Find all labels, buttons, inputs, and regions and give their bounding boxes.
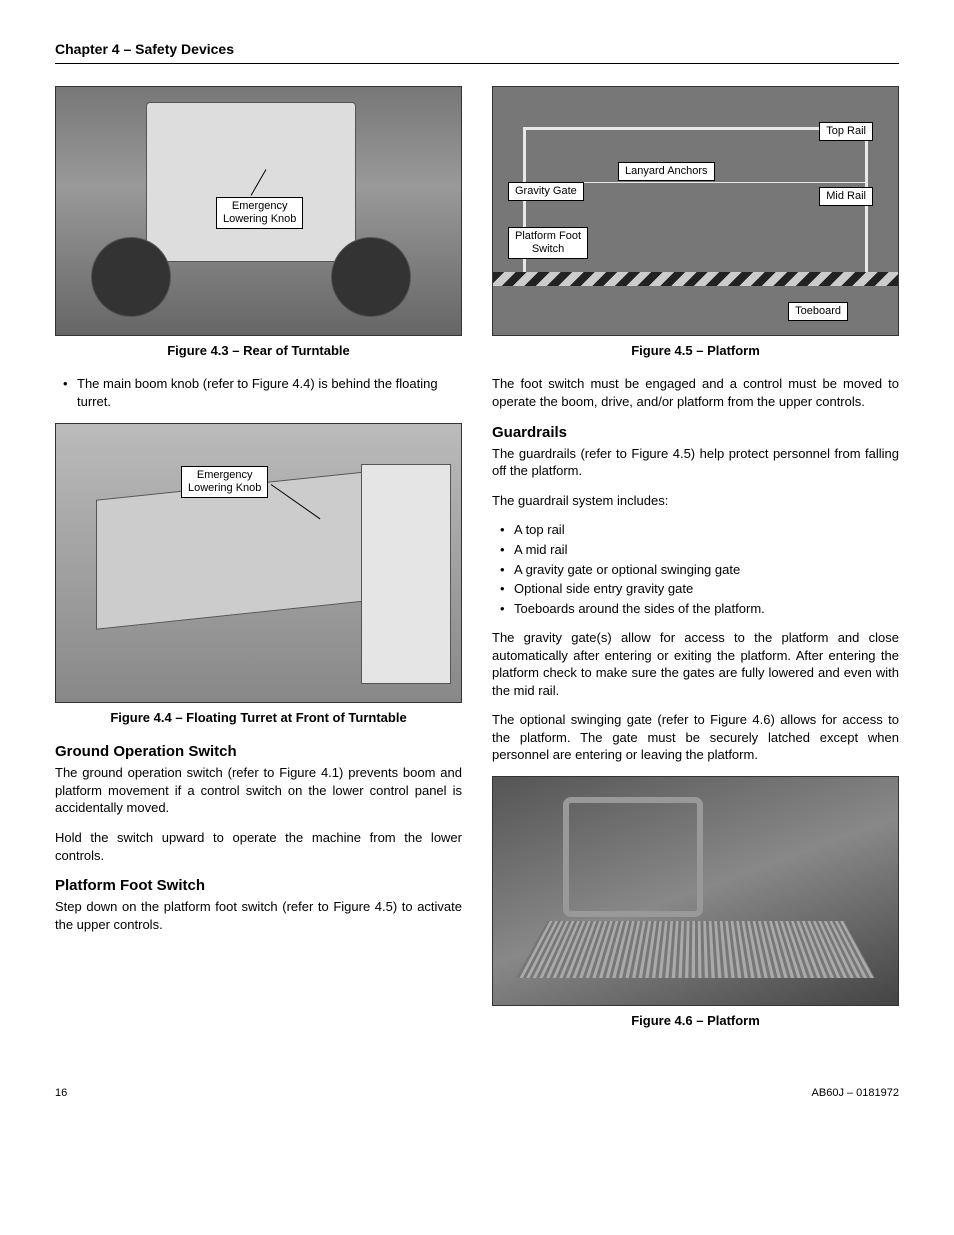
ground-switch-p2: Hold the switch upward to operate the ma… — [55, 829, 462, 864]
guardrails-p1: The guardrails (refer to Figure 4.5) hel… — [492, 445, 899, 480]
list-item: Optional side entry gravity gate — [514, 580, 899, 598]
callout-gravity-gate: Gravity Gate — [508, 182, 584, 201]
bullet-main-boom: The main boom knob (refer to Figure 4.4)… — [77, 375, 462, 410]
figure-4-5-caption: Figure 4.5 – Platform — [492, 342, 899, 360]
figure-4-6-caption: Figure 4.6 – Platform — [492, 1012, 899, 1030]
figure-4-3-caption: Figure 4.3 – Rear of Turntable — [55, 342, 462, 360]
page-number: 16 — [55, 1086, 67, 1101]
figure-4-5: Top Rail Lanyard Anchors Gravity Gate Mi… — [492, 86, 899, 336]
heading-ground-switch: Ground Operation Switch — [55, 742, 462, 762]
list-item: A mid rail — [514, 541, 899, 559]
callout-emergency-knob: EmergencyLowering Knob — [216, 197, 303, 229]
page-footer: 16 AB60J – 0181972 — [55, 1086, 899, 1101]
callout-mid-rail: Mid Rail — [819, 187, 873, 206]
callout-lanyard: Lanyard Anchors — [618, 162, 715, 181]
list-item: A top rail — [514, 521, 899, 539]
figure-4-4-caption: Figure 4.4 – Floating Turret at Front of… — [55, 709, 462, 727]
figure-4-3: EmergencyLowering Knob — [55, 86, 462, 336]
list-item: A gravity gate or optional swinging gate — [514, 561, 899, 579]
heading-guardrails: Guardrails — [492, 423, 899, 443]
callout-top-rail: Top Rail — [819, 122, 873, 141]
two-column-layout: EmergencyLowering Knob Figure 4.3 – Rear… — [55, 86, 899, 1046]
ground-switch-p1: The ground operation switch (refer to Fi… — [55, 764, 462, 817]
callout-toeboard: Toeboard — [788, 302, 848, 321]
chapter-header: Chapter 4 – Safety Devices — [55, 40, 899, 64]
list-item: Toeboards around the sides of the platfo… — [514, 600, 899, 618]
foot-switch-p1: Step down on the platform foot switch (r… — [55, 898, 462, 933]
foot-switch-note: The foot switch must be engaged and a co… — [492, 375, 899, 410]
heading-foot-switch: Platform Foot Switch — [55, 876, 462, 896]
left-column: EmergencyLowering Knob Figure 4.3 – Rear… — [55, 86, 462, 1046]
callout-emergency-knob-2: EmergencyLowering Knob — [181, 466, 268, 498]
doc-id: AB60J – 0181972 — [812, 1086, 899, 1101]
right-column: Top Rail Lanyard Anchors Gravity Gate Mi… — [492, 86, 899, 1046]
guardrails-p2: The guardrail system includes: — [492, 492, 899, 510]
guardrails-p3: The gravity gate(s) allow for access to … — [492, 629, 899, 699]
figure-4-6 — [492, 776, 899, 1006]
guardrails-list: A top rail A mid rail A gravity gate or … — [514, 521, 899, 617]
callout-foot-switch: Platform FootSwitch — [508, 227, 588, 259]
guardrails-p4: The optional swinging gate (refer to Fig… — [492, 711, 899, 764]
figure-4-4: EmergencyLowering Knob — [55, 423, 462, 703]
